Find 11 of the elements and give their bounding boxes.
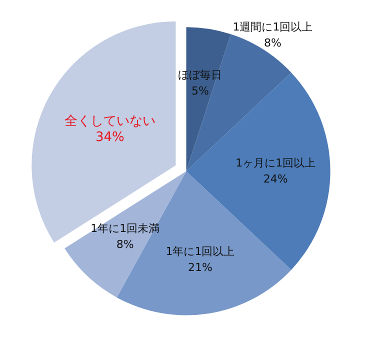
data-label: 24% <box>263 172 288 186</box>
slice-label: 1ヶ月に1回以上 <box>236 156 316 170</box>
slice-label: 1年に1回未満 <box>90 222 160 235</box>
data-label: 8% <box>264 36 282 50</box>
data-label: 21% <box>188 260 212 274</box>
data-label: 34% <box>96 130 124 145</box>
data-label: 5% <box>191 84 209 98</box>
data-label: 8% <box>116 238 134 251</box>
slice-label: 1週間に1回以上 <box>232 20 313 34</box>
slice-label: 1年に1回以上 <box>166 244 235 258</box>
slice-label: 全くしていない <box>64 114 156 129</box>
